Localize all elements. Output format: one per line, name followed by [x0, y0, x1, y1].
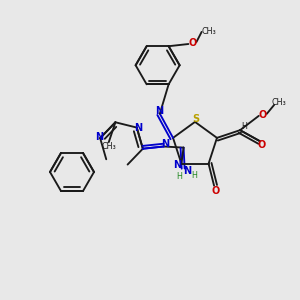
Text: N: N — [184, 166, 192, 176]
Text: N: N — [134, 123, 142, 133]
Text: O: O — [212, 186, 220, 196]
Text: H: H — [192, 171, 198, 180]
Text: O: O — [259, 110, 267, 120]
Text: H: H — [177, 172, 183, 181]
Text: N: N — [161, 139, 169, 148]
Text: CH₃: CH₃ — [101, 142, 116, 151]
Text: S: S — [192, 114, 200, 124]
Text: O: O — [258, 140, 266, 150]
Text: CH₃: CH₃ — [272, 98, 286, 107]
Text: CH₃: CH₃ — [201, 27, 216, 36]
Text: H: H — [241, 122, 247, 131]
Text: N: N — [173, 160, 181, 170]
Text: N: N — [95, 132, 103, 142]
Text: N: N — [155, 106, 163, 116]
Text: O: O — [188, 38, 196, 48]
